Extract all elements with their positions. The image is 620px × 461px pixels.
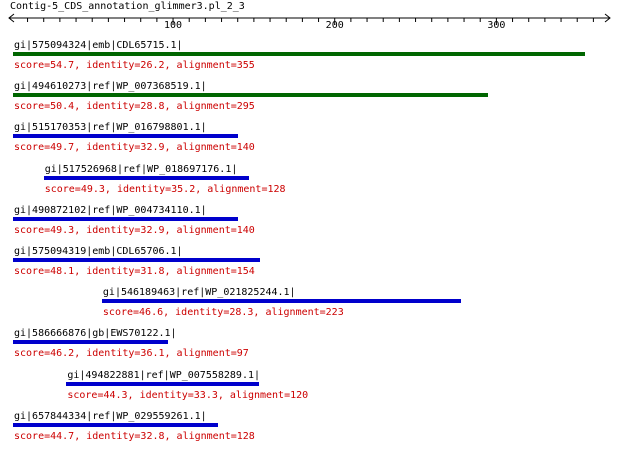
ruler-right-arrow [604,13,611,23]
hit-alignment-bar[interactable] [13,423,219,427]
hit-label[interactable]: gi|575094324|emb|CDL65715.1| [14,40,183,51]
hit-alignment-bar[interactable] [66,382,259,386]
hit-score-label: score=49.7, identity=32.9, alignment=140 [14,142,255,153]
hit-score-label: score=46.2, identity=36.1, alignment=97 [14,348,249,359]
hit-label[interactable]: gi|546189463|ref|WP_021825244.1| [102,287,296,298]
ruler-tick-label: 100 [164,20,183,31]
hit-label[interactable]: gi|575094319|emb|CDL65706.1| [14,246,183,257]
ruler-tick-label: 300 [487,20,506,31]
ruler-tick-label: 200 [325,20,344,31]
hit-score-label: score=44.7, identity=32.8, alignment=128 [14,431,255,442]
hit-label[interactable]: gi|515170353|ref|WP_016798801.1| [14,122,207,133]
diagram-title: Contig-5_CDS_annotation_glimmer3.pl_2_3 [10,1,245,12]
ruler-minor-ticks [27,18,594,25]
hit-score-label: score=49.3, identity=35.2, alignment=128 [44,184,286,195]
hit-label[interactable]: gi|657844334|ref|WP_029559261.1| [14,411,207,422]
hit-alignment-bar[interactable] [13,217,238,221]
hit-alignment-bar[interactable] [13,52,586,56]
hit-score-label: score=44.3, identity=33.3, alignment=120 [67,390,309,401]
hit-score-label: score=49.3, identity=32.9, alignment=140 [14,225,255,236]
coordinate-ruler [8,13,611,25]
hit-label[interactable]: gi|494610273|ref|WP_007368519.1| [14,81,207,92]
hit-alignment-bar[interactable] [43,176,250,180]
hit-label[interactable]: gi|517526968|ref|WP_018697176.1| [44,164,238,175]
hit-score-label: score=50.4, identity=28.8, alignment=295 [14,101,255,112]
hit-label[interactable]: gi|586666876|gb|EWS70122.1| [14,328,177,339]
hit-alignment-bar[interactable] [101,299,461,303]
ruler-left-arrow [8,13,15,23]
hit-alignment-bar[interactable] [13,134,238,138]
hit-score-label: score=48.1, identity=31.8, alignment=154 [14,266,255,277]
hit-score-label: score=46.6, identity=28.3, alignment=223 [102,307,344,318]
hit-alignment-bar[interactable] [13,258,261,262]
hit-label[interactable]: gi|494822881|ref|WP_007558289.1| [67,370,260,381]
hit-label[interactable]: gi|490872102|ref|WP_004734110.1| [14,205,207,216]
hit-score-label: score=54.7, identity=26.2, alignment=355 [14,60,255,71]
hit-alignment-bar[interactable] [13,340,169,344]
hit-alignment-bar[interactable] [13,93,489,97]
